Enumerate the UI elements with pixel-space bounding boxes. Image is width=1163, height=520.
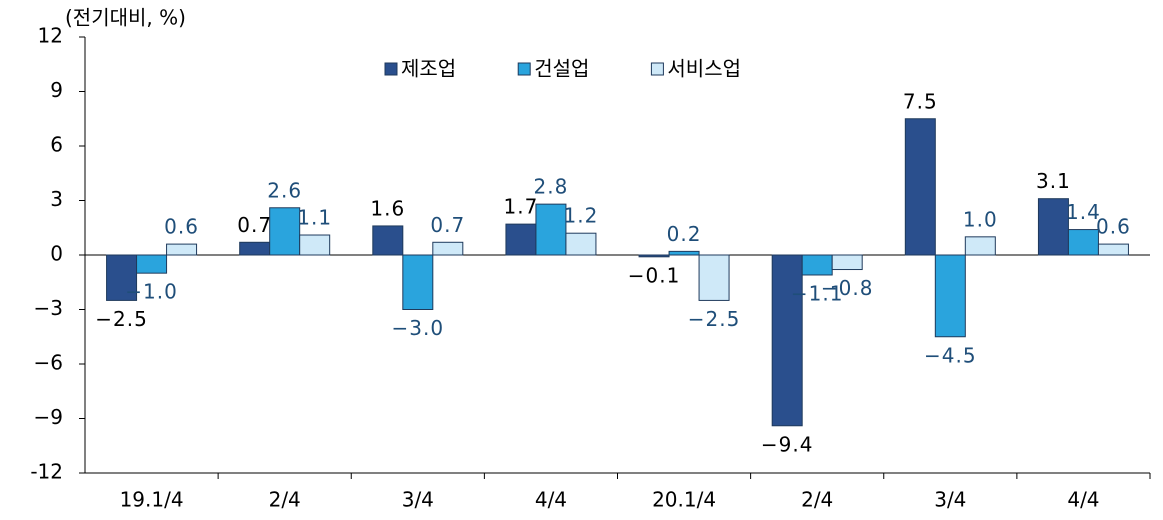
legend-swatch (517, 62, 531, 76)
bar (698, 254, 730, 301)
y-tick-label: 0 (50, 242, 63, 266)
data-label: 2.8 (534, 175, 569, 199)
data-label: 0.2 (667, 222, 702, 246)
data-label: 1.2 (564, 204, 599, 228)
x-tick-label: 20.1/4 (652, 488, 716, 512)
bar (801, 254, 833, 276)
y-tick-label: −9 (34, 405, 63, 429)
bar (239, 241, 271, 256)
data-label: 1.4 (1066, 200, 1101, 224)
bar (1067, 229, 1099, 256)
bar (1037, 198, 1069, 256)
data-label: 1.1 (297, 206, 332, 230)
bar (964, 236, 996, 256)
bar (535, 203, 567, 256)
data-label: −2.5 (688, 307, 741, 331)
bar (668, 250, 700, 256)
data-label: 1.6 (370, 196, 405, 220)
data-label: 7.5 (903, 89, 938, 113)
data-label: −2.5 (95, 307, 148, 331)
legend-label: 건설업 (534, 57, 589, 81)
data-label: 1.7 (504, 195, 539, 219)
data-label: 0.6 (164, 215, 199, 239)
bar (934, 254, 966, 338)
y-tick-label: −3 (34, 296, 63, 320)
data-label: 1.0 (963, 207, 998, 231)
x-tick-label: 2/4 (269, 488, 301, 512)
x-tick-label: 4/4 (1067, 488, 1099, 512)
bar (106, 254, 138, 301)
y-tick-label: 3 (50, 187, 63, 211)
y-tick-label: 9 (50, 78, 63, 102)
data-label: −9.4 (761, 432, 814, 456)
data-label: 0.7 (237, 213, 272, 237)
bar (299, 234, 331, 256)
bar (402, 254, 434, 310)
bar (505, 223, 537, 256)
data-label: −0.1 (628, 263, 681, 287)
bar (1097, 243, 1129, 256)
x-tick-label: 3/4 (934, 488, 966, 512)
bar (771, 254, 803, 427)
data-label: 0.7 (430, 213, 465, 237)
y-tick-label: 6 (50, 133, 63, 157)
bar (904, 118, 936, 256)
x-tick-label: 3/4 (402, 488, 434, 512)
bar (136, 254, 168, 274)
legend-label: 제조업 (401, 57, 456, 81)
bar (372, 225, 404, 256)
bar (565, 232, 597, 256)
y-tick-label: −6 (34, 351, 63, 375)
data-label: −0.8 (821, 276, 874, 300)
x-tick-label: 4/4 (535, 488, 567, 512)
data-label: 3.1 (1036, 169, 1071, 193)
bar (269, 207, 301, 256)
x-tick-label: 2/4 (801, 488, 833, 512)
data-label: −4.5 (924, 343, 977, 367)
legend-swatch (384, 62, 398, 76)
unit-label: (전기대비, %) (65, 6, 186, 30)
x-tick-label: 19.1/4 (120, 488, 184, 512)
bar (432, 241, 464, 256)
data-label: −1.1 (791, 281, 844, 305)
data-label: −3.0 (392, 316, 445, 340)
y-tick-label: -12 (30, 460, 63, 484)
bar (831, 254, 863, 271)
bar (638, 254, 670, 258)
legend-swatch (650, 62, 664, 76)
data-label: −1.0 (125, 280, 178, 304)
data-label: 2.6 (267, 178, 302, 202)
bar (166, 243, 198, 256)
y-tick-label: 12 (38, 24, 63, 48)
data-label: 0.6 (1096, 215, 1131, 239)
legend-label: 서비스업 (667, 57, 741, 81)
